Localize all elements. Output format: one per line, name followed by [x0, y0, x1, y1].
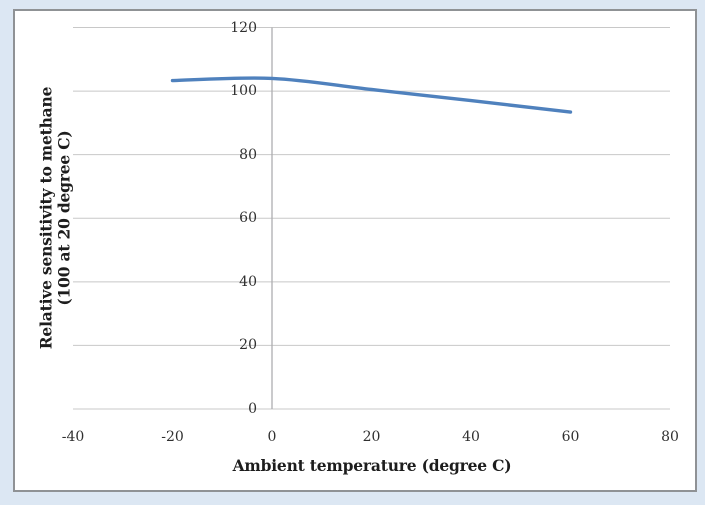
chart-frame	[13, 9, 697, 492]
sensitivity-line-series	[170, 76, 573, 114]
y-axis-title-line-2: (100 at 20 degree C)	[54, 130, 73, 306]
y-axis-title: Relative sensitivity to methane (100 at …	[36, 86, 74, 350]
x-axis-title: Ambient temperature (degree C)	[232, 456, 512, 475]
y-axis-title-line-1: Relative sensitivity to methane	[36, 86, 56, 350]
